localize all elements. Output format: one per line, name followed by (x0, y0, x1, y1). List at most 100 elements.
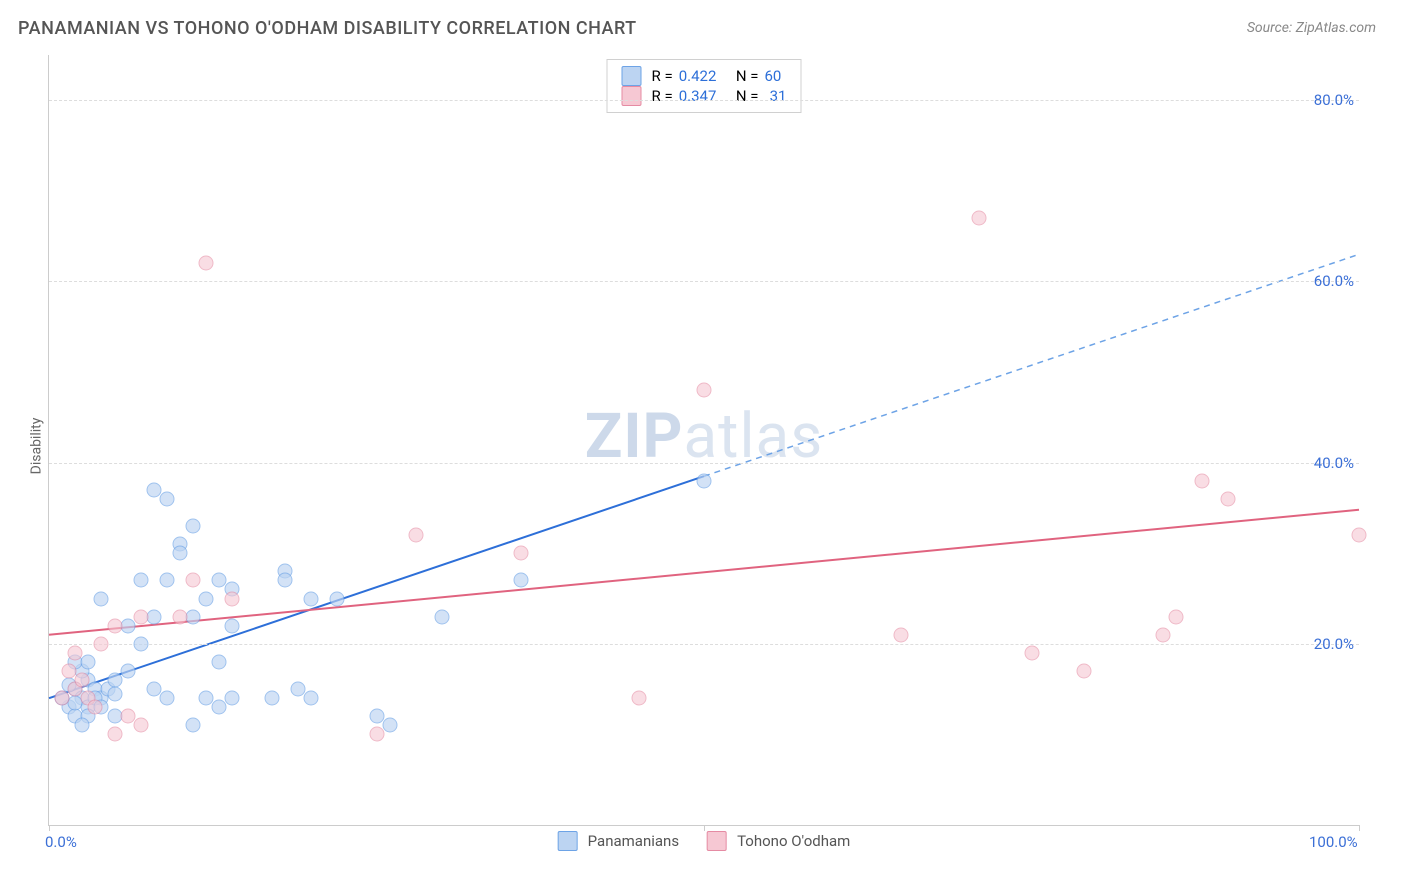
scatter-point (304, 691, 319, 706)
scatter-plot-area: ZIPatlas R = 0.422 N = 60 R = 0.347 N = … (48, 55, 1359, 826)
scatter-point (1352, 528, 1367, 543)
scatter-point (186, 718, 201, 733)
scatter-point (513, 573, 528, 588)
swatch-icon (622, 86, 642, 106)
legend-row: R = 0.422 N = 60 (622, 66, 787, 86)
trend-line (49, 476, 704, 698)
scatter-point (107, 727, 122, 742)
trend-lines-layer (49, 55, 1359, 825)
scatter-point (61, 664, 76, 679)
scatter-point (74, 673, 89, 688)
scatter-point (173, 546, 188, 561)
scatter-point (408, 528, 423, 543)
scatter-point (107, 686, 122, 701)
scatter-point (1024, 645, 1039, 660)
n-label: N = (736, 87, 759, 105)
n-value: 60 (765, 67, 782, 85)
swatch-icon (622, 66, 642, 86)
scatter-point (94, 591, 109, 606)
scatter-point (1221, 491, 1236, 506)
scatter-point (186, 609, 201, 624)
scatter-point (133, 573, 148, 588)
scatter-point (120, 618, 135, 633)
r-value: 0.347 (679, 87, 717, 105)
scatter-point (146, 609, 161, 624)
scatter-point (55, 691, 70, 706)
n-label: N = (736, 67, 759, 85)
scatter-point (1168, 609, 1183, 624)
source-name: ZipAtlas.com (1296, 20, 1376, 36)
scatter-point (159, 491, 174, 506)
scatter-point (264, 691, 279, 706)
gridline (49, 463, 1359, 464)
scatter-point (631, 691, 646, 706)
scatter-point (1076, 664, 1091, 679)
x-tick-mark (1359, 825, 1360, 831)
source-attribution: Source: ZipAtlas.com (1247, 20, 1376, 36)
scatter-point (94, 636, 109, 651)
gridline (49, 100, 1359, 101)
scatter-point (304, 591, 319, 606)
x-tick-label: 0.0% (45, 833, 77, 851)
legend-label: Panamanians (588, 832, 679, 850)
scatter-point (435, 609, 450, 624)
scatter-point (225, 591, 240, 606)
scatter-point (81, 654, 96, 669)
scatter-point (186, 573, 201, 588)
scatter-point (212, 700, 227, 715)
x-tick-mark (704, 825, 705, 831)
trend-line (49, 510, 1359, 635)
legend-item: Tohono O'odham (707, 831, 850, 851)
scatter-point (133, 718, 148, 733)
legend-label: Tohono O'odham (737, 832, 850, 850)
scatter-point (133, 636, 148, 651)
scatter-point (369, 727, 384, 742)
scatter-point (199, 591, 214, 606)
r-label: R = (652, 67, 673, 85)
y-axis-label: Disability (28, 418, 44, 475)
swatch-icon (558, 831, 578, 851)
scatter-point (120, 664, 135, 679)
scatter-point (212, 654, 227, 669)
y-tick-label: 40.0% (1314, 454, 1354, 472)
x-tick-label: 100.0% (1309, 833, 1358, 851)
scatter-point (225, 618, 240, 633)
scatter-point (186, 519, 201, 534)
scatter-point (87, 700, 102, 715)
scatter-point (972, 211, 987, 226)
scatter-point (893, 627, 908, 642)
source-label: Source: (1247, 20, 1292, 36)
correlation-legend: R = 0.422 N = 60 R = 0.347 N = 31 (607, 59, 802, 113)
scatter-point (68, 645, 83, 660)
y-tick-label: 60.0% (1314, 272, 1354, 290)
scatter-point (74, 718, 89, 733)
scatter-point (199, 256, 214, 271)
scatter-point (159, 691, 174, 706)
scatter-point (1155, 627, 1170, 642)
x-tick-mark (49, 825, 50, 831)
legend-row: R = 0.347 N = 31 (622, 86, 787, 106)
y-tick-label: 80.0% (1314, 91, 1354, 109)
r-value: 0.422 (679, 67, 717, 85)
series-legend: Panamanians Tohono O'odham (558, 831, 851, 851)
scatter-point (330, 591, 345, 606)
gridline (49, 644, 1359, 645)
legend-item: Panamanians (558, 831, 679, 851)
scatter-point (107, 618, 122, 633)
scatter-point (1194, 473, 1209, 488)
scatter-point (225, 691, 240, 706)
scatter-point (513, 546, 528, 561)
n-value: 31 (765, 87, 787, 105)
chart-title: PANAMANIAN VS TOHONO O'ODHAM DISABILITY … (18, 18, 637, 39)
scatter-point (173, 609, 188, 624)
scatter-point (277, 573, 292, 588)
y-tick-label: 20.0% (1314, 635, 1354, 653)
gridline (49, 281, 1359, 282)
scatter-point (382, 718, 397, 733)
scatter-point (697, 383, 712, 398)
trend-line (704, 254, 1359, 476)
swatch-icon (707, 831, 727, 851)
scatter-point (133, 609, 148, 624)
r-label: R = (652, 87, 673, 105)
scatter-point (697, 473, 712, 488)
